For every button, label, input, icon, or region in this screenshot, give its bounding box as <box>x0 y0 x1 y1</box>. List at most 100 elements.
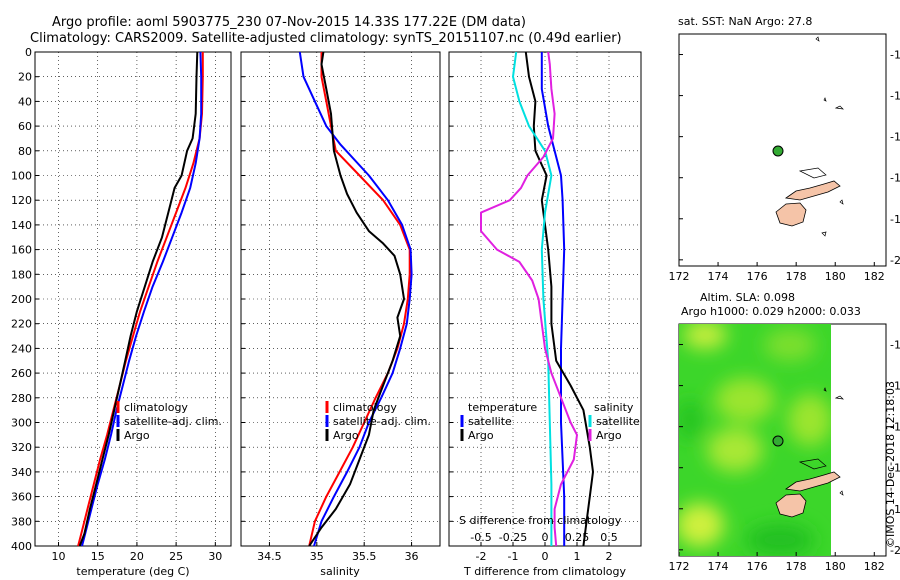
title-line-1: Argo profile: aoml 5903775_230 07-Nov-20… <box>52 15 526 30</box>
ytick-label: 80 <box>18 145 32 158</box>
legend-satellite: satellite-adj. clim. <box>333 415 431 428</box>
reef-outline <box>798 458 827 470</box>
ytick-label: 360 <box>11 491 32 504</box>
salinity-ticks: 34.5 35 35.5 36 <box>241 51 419 563</box>
series-t-satellite <box>540 52 566 546</box>
xtick-label: 30 <box>208 550 222 563</box>
ytick-label: 0 <box>25 46 32 59</box>
island-vanua-levu <box>784 180 841 201</box>
top-xtick-label: 0 <box>542 531 549 544</box>
xtick-label: -2 <box>476 550 487 563</box>
map-xtick-label: 180 <box>825 560 846 573</box>
map-xtick-label: 174 <box>708 560 729 573</box>
ytick-label: 240 <box>11 342 32 355</box>
xtick-label: 35.5 <box>352 550 377 563</box>
ytick-label: 120 <box>11 194 32 207</box>
series-satellite-adj-clim- <box>81 51 203 547</box>
difference-grid <box>449 51 641 547</box>
island-vanua-levu <box>784 471 841 492</box>
map-ytick-label: -12 <box>890 380 900 393</box>
ytick-label: 380 <box>11 515 32 528</box>
difference-panel: -2 -1 0 1 2 -0.5 -0.25 0 0.25 0.5 S difference fr… <box>448 51 642 578</box>
sst-map-islands <box>775 36 844 237</box>
legend-t-satellite: satellite <box>468 415 512 428</box>
credit-text: ©IMOS 14-Dec-2018 12:18:03 <box>884 381 897 548</box>
ytick-label: 280 <box>11 392 32 405</box>
legend-argo: Argo <box>333 429 359 442</box>
xtick-label: 2 <box>606 550 613 563</box>
xtick-label: 0 <box>542 550 549 563</box>
map-ytick-label: -20 <box>890 254 900 267</box>
salinity-legend: climatology satellite-adj. clim. Argo <box>325 401 431 442</box>
sla-low <box>746 524 814 556</box>
map-xtick-label: 176 <box>747 560 768 573</box>
ytick-label: 40 <box>18 95 32 108</box>
map-xtick-label: 172 <box>669 560 690 573</box>
temperature-xlabel: temperature (deg C) <box>76 565 189 578</box>
small-islets <box>815 36 844 237</box>
ytick-label: 400 <box>11 540 32 553</box>
map-ytick-label: -18 <box>890 213 900 226</box>
sla-high <box>764 329 816 361</box>
difference-legend: temperature satellite Argo salinity sate… <box>460 401 640 442</box>
map-xtick-label: 182 <box>864 560 885 573</box>
series-t-argo <box>524 51 594 547</box>
map-ytick-label: -18 <box>890 503 900 516</box>
legend-t-argo: Argo <box>468 429 494 442</box>
ytick-label: 60 <box>18 120 32 133</box>
island-viti-levu <box>775 202 807 227</box>
ytick-label: 320 <box>11 441 32 454</box>
sla-high <box>683 324 727 349</box>
sla-high <box>788 394 831 446</box>
sla-map-title-1: Altim. SLA: 0.098 <box>700 291 795 304</box>
map-xtick-label: 180 <box>825 270 846 283</box>
difference-lines <box>480 51 594 547</box>
xtick-label: 10 <box>52 550 66 563</box>
legend-salinity-title: salinity <box>594 401 634 414</box>
float-marker <box>772 145 784 157</box>
map-ytick-label: -10 <box>890 339 900 352</box>
sla-field <box>679 324 831 556</box>
map-xtick-label: 182 <box>864 270 885 283</box>
legend-satellite: satellite-adj. clim. <box>124 415 222 428</box>
map-ytick-label: -20 <box>890 544 900 557</box>
difference-xlabel: T difference from climatology <box>463 565 626 578</box>
map-ytick-label: -14 <box>890 421 900 434</box>
map-ytick-label: -16 <box>890 172 900 185</box>
sst-map-ticks: 172 174 176 178 180 182 -10 -12 -14 -16 -18 -20 <box>669 49 900 283</box>
xtick-label: 35 <box>310 550 324 563</box>
top-xtick-label: 0.25 <box>565 531 590 544</box>
ytick-label: 300 <box>11 417 32 430</box>
legend-temperature-title: temperature <box>468 401 537 414</box>
series-satellite-adj-clim- <box>298 51 413 547</box>
map-ytick-label: -14 <box>890 131 900 144</box>
series-argo <box>78 51 199 547</box>
sla-map-ticks: 172 174 176 178 180 182 -10 -12 -14 -16 -18 -20 <box>669 339 900 573</box>
sla-low <box>679 400 704 440</box>
series-t-diff-cyan <box>512 51 553 546</box>
island-viti-levu <box>775 493 807 518</box>
top-xtick-label: 0.5 <box>600 531 618 544</box>
xtick-label: 25 <box>169 550 183 563</box>
temperature-legend: climatology satellite-adj. clim. Argo <box>116 401 222 442</box>
xtick-label: 34.5 <box>257 550 282 563</box>
sla-anomalies <box>679 324 831 556</box>
legend-climatology: climatology <box>124 401 188 414</box>
ytick-label: 140 <box>11 219 32 232</box>
xtick-label: 1 <box>574 550 581 563</box>
salinity-panel: 34.5 35 35.5 36 salinity climatology satell… <box>240 51 441 578</box>
xtick-label: 36 <box>405 550 419 563</box>
series-s-argo-magenta <box>480 51 578 547</box>
sla-high <box>679 503 724 547</box>
xtick-label: 15 <box>91 550 105 563</box>
series-argo <box>308 51 405 547</box>
top-xtick-label: -0.5 <box>470 531 491 544</box>
map-ytick-label: -12 <box>890 90 900 103</box>
ytick-label: 100 <box>11 170 32 183</box>
ytick-label: 220 <box>11 318 32 331</box>
sst-map-title: sat. SST: NaN Argo: 27.8 <box>678 15 812 28</box>
ytick-label: 200 <box>11 293 32 306</box>
map-xtick-label: 172 <box>669 270 690 283</box>
salinity-lines <box>298 51 413 547</box>
